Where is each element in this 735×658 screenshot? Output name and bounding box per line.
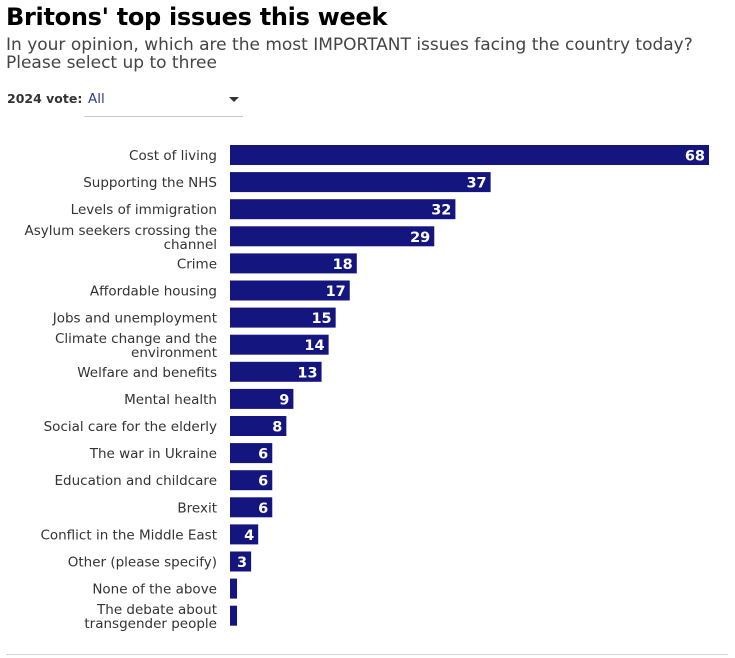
category-label-14: Conflict in the Middle East (40, 527, 217, 543)
category-label-0: Cost of living (129, 148, 217, 164)
bar-value-label-6: 15 (311, 311, 331, 327)
bar-value-label-8: 13 (297, 365, 317, 381)
bar-value-label-14: 4 (244, 528, 254, 544)
bar-4 (230, 253, 357, 274)
vote-filter-dropdown[interactable]: All (84, 86, 243, 117)
chart-title: Britons' top issues this week (6, 3, 388, 31)
bar-8 (230, 361, 322, 382)
bar-10 (230, 416, 287, 436)
bar-0 (230, 145, 709, 165)
category-label-5: Affordable housing (90, 284, 217, 300)
category-label-10: Social care for the elderly (44, 419, 217, 435)
category-label-12: Education and childcare (55, 473, 218, 489)
vote-filter-label: 2024 vote: (7, 91, 83, 106)
bar-value-label-12: 6 (258, 474, 268, 490)
category-label-2: Levels of immigration (71, 202, 217, 218)
bar-17 (230, 605, 238, 626)
bar-15 (230, 551, 252, 572)
bottom-divider (6, 654, 728, 655)
bar-value-label-10: 8 (272, 420, 282, 436)
chevron-down-icon (229, 97, 239, 102)
vote-filter-selected-value: All (88, 91, 105, 107)
category-label-16: None of the above (92, 582, 217, 598)
bar-value-label-11: 6 (258, 447, 268, 463)
category-label-7: Climate change and the environment (55, 331, 217, 361)
bar-14 (230, 524, 259, 545)
bar-16 (230, 578, 238, 599)
category-label-6: Jobs and unemployment (52, 311, 217, 327)
bar-6 (230, 307, 336, 328)
chart-subtitle: In your opinion, which are the most IMPO… (6, 35, 693, 73)
category-label-11: The war in Ukraine (89, 446, 217, 462)
bar-value-label-7: 14 (304, 338, 324, 354)
bar-11 (230, 443, 273, 464)
bar-9 (230, 388, 294, 409)
bar-2 (230, 199, 456, 220)
bar-13 (230, 497, 273, 518)
bar-value-label-15: 3 (237, 555, 247, 571)
category-label-4: Crime (177, 256, 217, 272)
bar-value-label-4: 18 (333, 257, 353, 273)
bar-5 (230, 280, 350, 301)
bar-value-label-13: 6 (258, 501, 268, 517)
bar-value-label-9: 9 (279, 392, 289, 408)
category-label-3: Asylum seekers crossing the channel (25, 223, 218, 253)
category-label-8: Welfare and benefits (77, 365, 217, 381)
category-label-15: Other (please specify) (68, 555, 217, 571)
bar-value-label-1: 37 (466, 176, 486, 192)
category-label-13: Brexit (177, 500, 217, 516)
bar-value-label-0: 68 (685, 149, 705, 165)
bar-value-label-3: 29 (410, 230, 430, 246)
bar-3 (230, 226, 435, 247)
bar-7 (230, 334, 329, 355)
category-label-9: Mental health (124, 392, 217, 408)
bar-1 (230, 172, 491, 193)
bar-value-label-2: 32 (431, 203, 451, 219)
bar-value-label-5: 17 (326, 284, 346, 300)
category-label-1: Supporting the NHS (83, 175, 217, 191)
bar-12 (230, 470, 273, 491)
category-label-17: The debate about transgender people (84, 602, 217, 632)
